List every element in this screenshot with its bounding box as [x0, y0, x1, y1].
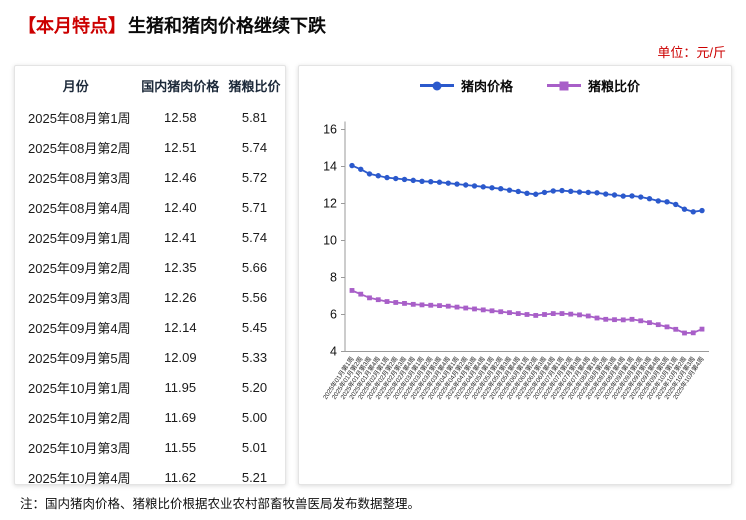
ratio-cell: 5.71 — [241, 199, 268, 215]
table-row: 2025年08月第1周 12.58 5.81 — [15, 102, 285, 132]
unit-row: 单位：元/斤 — [14, 42, 732, 65]
col-header-pork-price: 国内猪肉价格 — [141, 79, 220, 94]
svg-text:10: 10 — [323, 234, 337, 248]
pork-price-cell: 12.51 — [164, 139, 197, 155]
month-cell: 2025年09月第3周 — [28, 290, 131, 306]
ratio-cell: 5.74 — [241, 139, 268, 155]
table-row: 2025年10月第2周 11.69 5.00 — [15, 402, 285, 432]
table-row: 2025年09月第1周 12.41 5.74 — [15, 222, 285, 252]
chart-legend: 猪肉价格 猪粮比价 — [309, 74, 721, 99]
col-header-month: 月份 — [62, 79, 89, 94]
svg-text:12: 12 — [323, 197, 337, 211]
line-chart: 468101214162025年01月第1周2025年01月第2周2025年01… — [320, 121, 709, 401]
pork-price-cell: 12.35 — [164, 259, 197, 275]
legend-item-pork-price: 猪肉价格 — [419, 76, 513, 95]
price-table: 月份 国内猪肉价格 猪粮比价 2025年08月第1周 12.58 5.81 2025年… — [15, 70, 285, 492]
ratio-cell: 5.00 — [241, 409, 268, 425]
table-row: 2025年08月第2周 12.51 5.74 — [15, 132, 285, 162]
pork-price-cell: 11.62 — [164, 469, 197, 485]
pork-price-cell: 12.09 — [164, 349, 197, 365]
month-cell: 2025年09月第1周 — [28, 230, 131, 246]
month-cell: 2025年09月第2周 — [28, 260, 131, 276]
pork-price-cell: 11.55 — [164, 439, 197, 455]
title-highlight: 【本月特点】 — [18, 16, 126, 36]
pork-price-cell: 12.40 — [164, 199, 197, 215]
month-cell: 2025年10月第4周 — [28, 470, 131, 486]
pork-price-cell: 12.41 — [164, 229, 197, 245]
table-row: 2025年09月第4周 12.14 5.45 — [15, 312, 285, 342]
ratio-cell: 5.33 — [241, 349, 268, 365]
chart-panel: 猪肉价格 猪粮比价 4 6 8 10 12 14 16 2025年01月第1周 2025年01月… — [298, 65, 732, 485]
ratio-cell: 5.21 — [241, 469, 268, 485]
pork-price-cell: 12.14 — [164, 319, 197, 335]
svg-text:4: 4 — [330, 345, 337, 359]
price-table-panel: 月份 国内猪肉价格 猪粮比价 2025年08月第1周 12.58 5.81 2025年… — [14, 65, 286, 486]
ratio-cell: 5.01 — [241, 439, 268, 455]
pork-price-cell: 11.95 — [164, 379, 197, 395]
month-cell: 2025年10月第2周 — [28, 410, 131, 426]
pork-price-marker-icon — [419, 84, 454, 87]
month-cell: 2025年10月第1周 — [28, 380, 131, 396]
pork-price-cell: 12.26 — [164, 289, 197, 305]
pork-price-cell: 12.58 — [164, 109, 197, 125]
ratio-cell: 5.72 — [241, 169, 268, 185]
table-row: 2025年10月第3周 11.55 5.01 — [15, 432, 285, 462]
ratio-cell: 5.45 — [241, 319, 268, 335]
ratio-cell: 5.81 — [241, 109, 268, 125]
table-row: 2025年09月第2周 12.35 5.66 — [15, 252, 285, 282]
footnote: 注：国内猪肉价格、猪粮比价根据农业农村部畜牧兽医局发布数据整理。 — [20, 497, 421, 511]
ratio-cell: 5.74 — [241, 229, 268, 245]
month-cell: 2025年08月第3周 — [28, 170, 131, 186]
table-row: 2025年08月第3周 12.46 5.72 — [15, 162, 285, 192]
ratio-cell: 5.20 — [241, 379, 268, 395]
ratio-cell: 5.56 — [241, 289, 268, 305]
unit-label: 单位：元/斤 — [657, 45, 726, 60]
svg-text:6: 6 — [330, 308, 337, 322]
table-row: 2025年10月第1周 11.95 5.20 — [15, 372, 285, 402]
col-header-ratio: 猪粮比价 — [228, 79, 281, 94]
ratio-cell: 5.66 — [241, 259, 268, 275]
month-cell: 2025年10月第3周 — [28, 440, 131, 456]
ratio-marker-icon — [547, 84, 581, 87]
title-text: 生猪和猪肉价格继续下跌 — [128, 16, 326, 36]
table-row: 2025年09月第3周 12.26 5.56 — [15, 282, 285, 312]
table-row: 2025年10月第4周 11.62 5.21 — [15, 462, 285, 492]
price-table-body: 2025年08月第1周 12.58 5.81 2025年08月第2周 12.51 5.74… — [15, 102, 285, 492]
svg-text:14: 14 — [323, 160, 337, 174]
page-title: 【本月特点】 生猪和猪肉价格继续下跌 — [14, 10, 732, 42]
month-cell: 2025年08月第1周 — [28, 110, 131, 126]
month-cell: 2025年08月第2周 — [28, 140, 131, 156]
legend-label-pork-price: 猪肉价格 — [460, 79, 513, 94]
month-cell: 2025年09月第5周 — [28, 350, 131, 366]
pork-price-cell: 11.69 — [164, 409, 197, 425]
svg-text:8: 8 — [330, 271, 337, 285]
pork-price-cell: 12.46 — [164, 169, 197, 185]
content-panels: 月份 国内猪肉价格 猪粮比价 2025年08月第1周 12.58 5.81 2025年… — [14, 65, 732, 486]
legend-item-ratio: 猪粮比价 — [547, 76, 640, 95]
table-header-row: 月份 国内猪肉价格 猪粮比价 — [15, 70, 285, 102]
month-cell: 2025年09月第4周 — [28, 320, 131, 336]
month-cell: 2025年08月第4周 — [28, 200, 131, 216]
svg-text:16: 16 — [323, 123, 337, 137]
table-row: 2025年08月第4周 12.40 5.71 — [15, 192, 285, 222]
table-row: 2025年09月第5周 12.09 5.33 — [15, 342, 285, 372]
legend-label-ratio: 猪粮比价 — [588, 79, 641, 94]
chart-area: 4 6 8 10 12 14 16 2025年01月第1周 2025年01月第2周 2025年01… — [309, 99, 721, 480]
